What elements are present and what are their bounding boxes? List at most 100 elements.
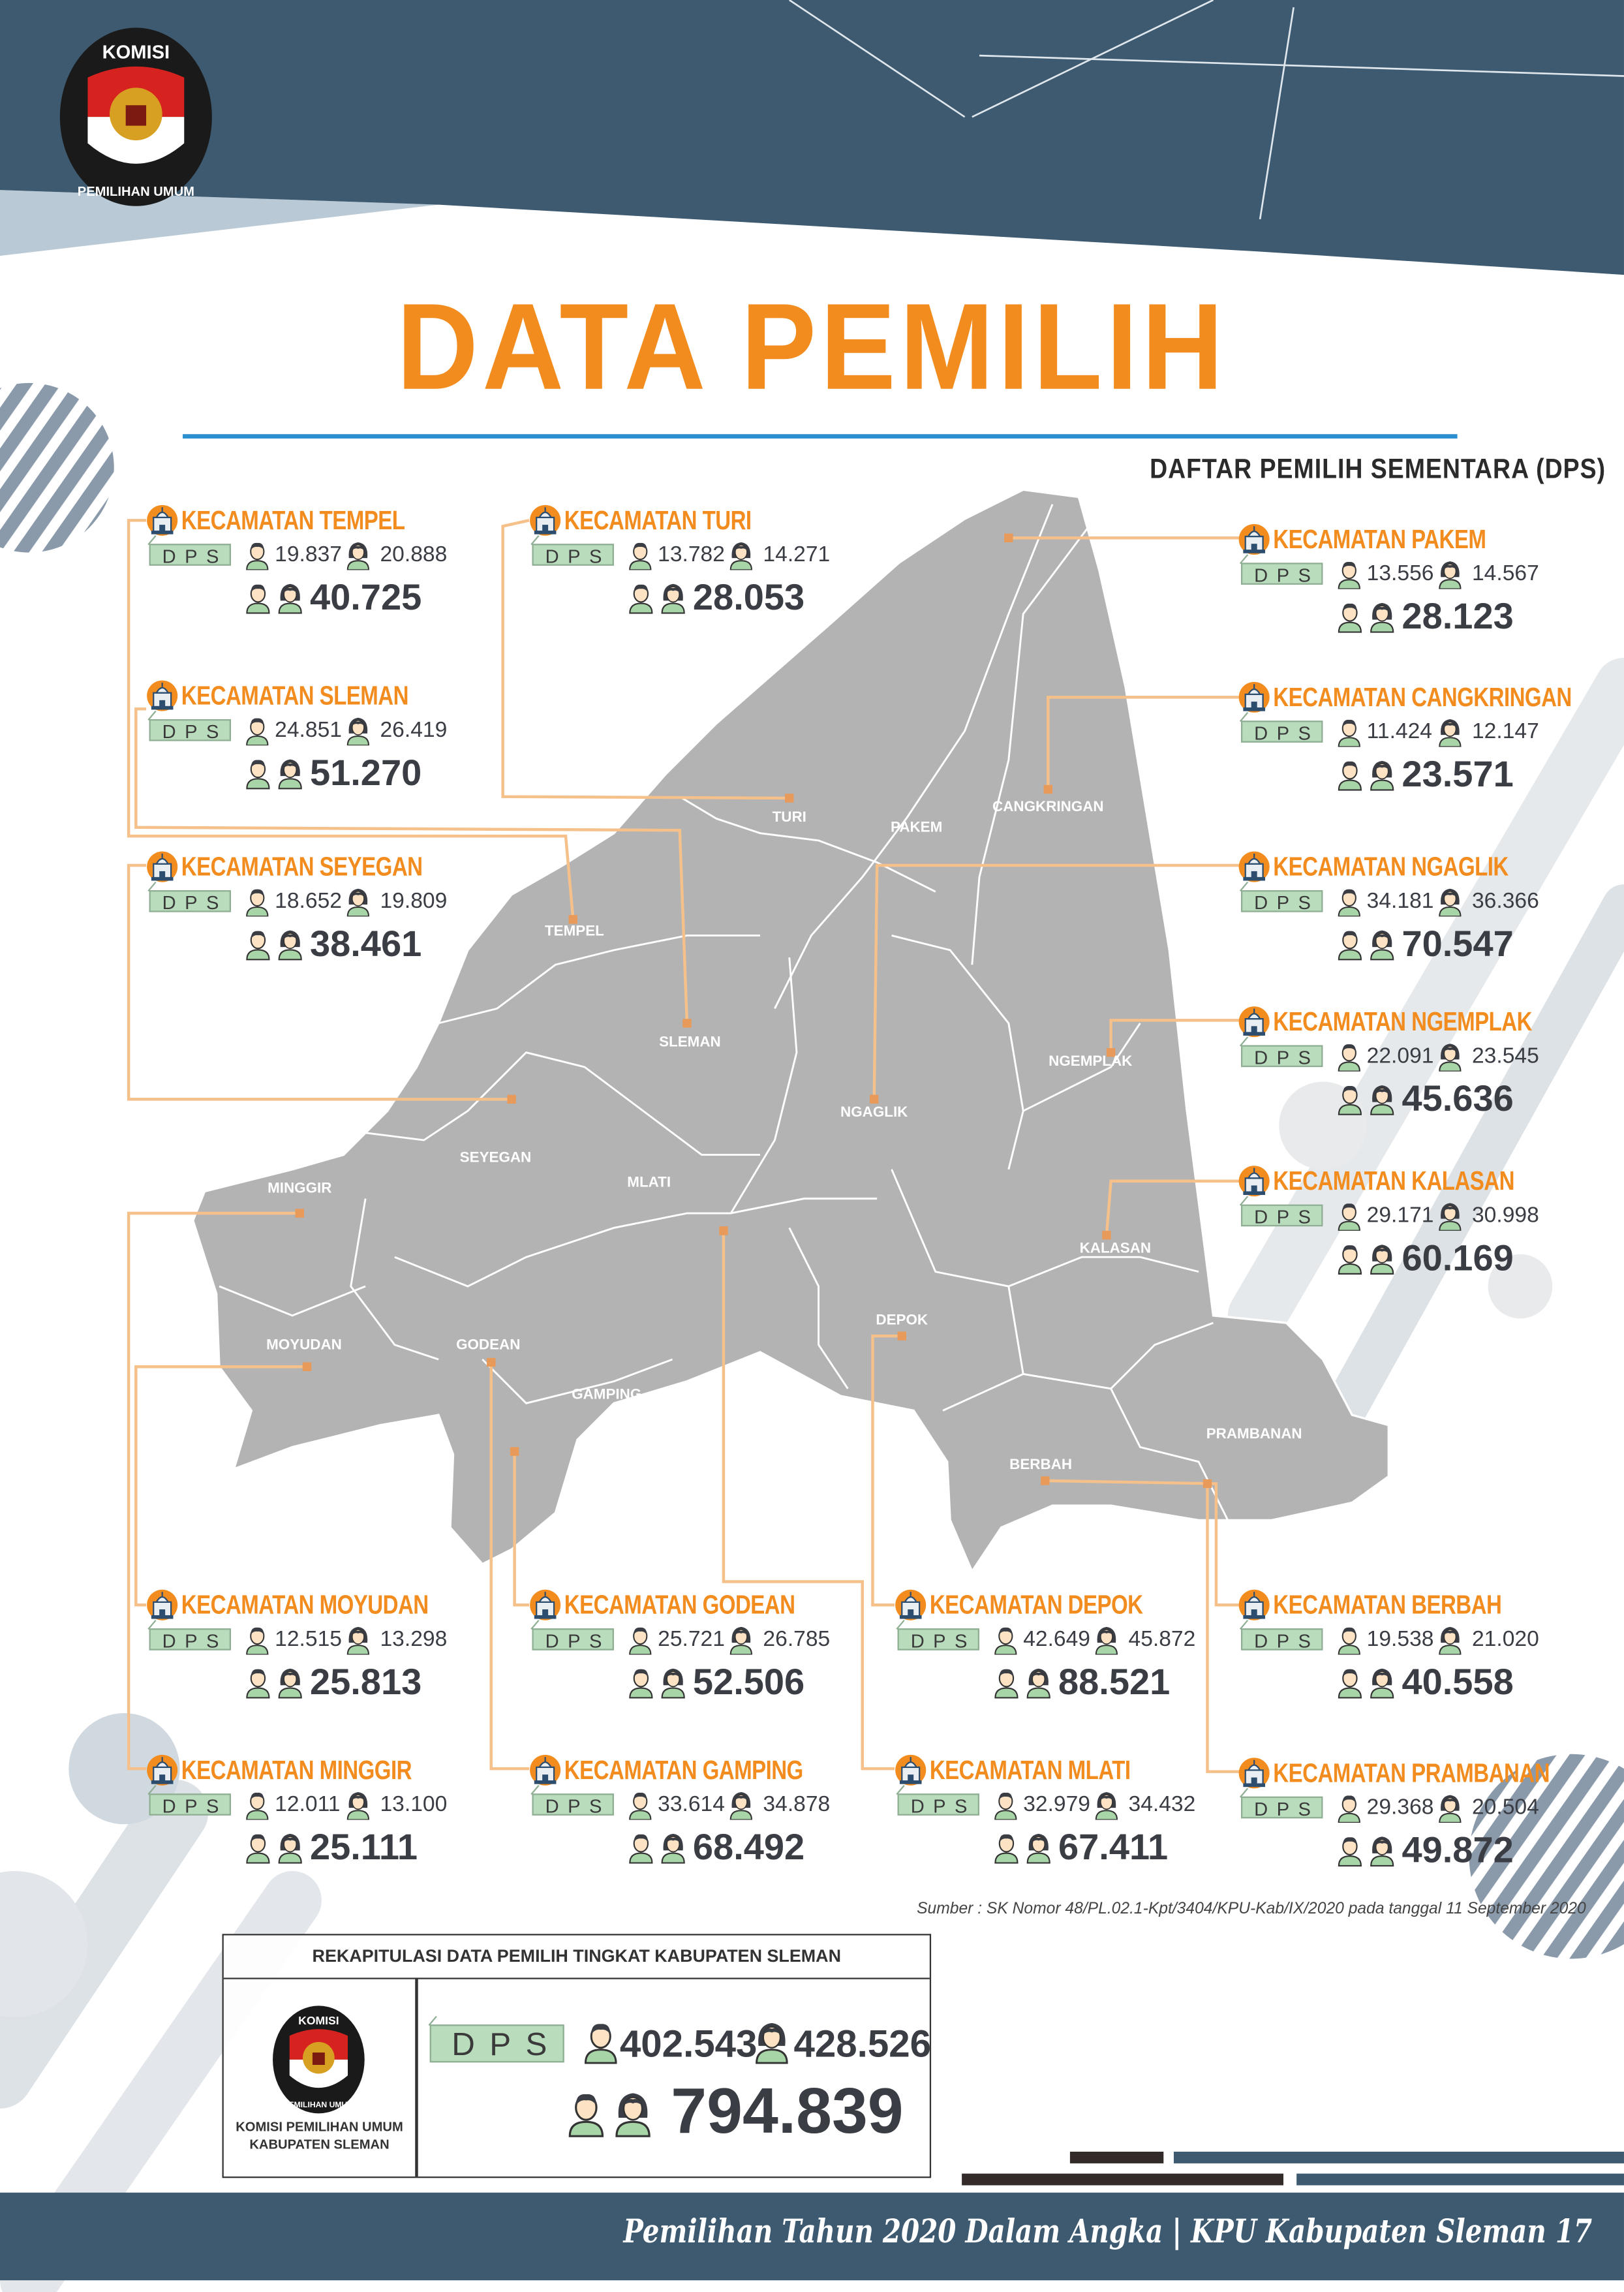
sleman-map [191, 488, 1390, 1574]
female-count: 23.545 [1471, 1044, 1539, 1069]
male-count: 33.614 [658, 1791, 725, 1818]
map-label-ngemplak: NGEMPLAK [1049, 1053, 1133, 1070]
map-label-pakem: PAKEM [891, 820, 943, 837]
male-icon [1336, 718, 1362, 748]
female-count: 26.785 [763, 1626, 831, 1652]
male-count: 12.515 [275, 1626, 342, 1652]
logo-text-bottom: PEMILIHAN UMUM [78, 185, 194, 199]
page-title: DATA PEMILIH [396, 277, 1228, 416]
district-card-berbah: KECAMATAN BERBAH DPS 19.538 21.020 40.55… [1238, 1589, 1589, 1709]
district-title: KECAMATAN PAKEM [1273, 525, 1486, 554]
map-label-depok: DEPOK [876, 1312, 928, 1329]
female-count: 20.504 [1471, 1795, 1539, 1820]
male-icon [1336, 1083, 1364, 1115]
female-icon [276, 1666, 304, 1699]
total-count: 88.521 [1058, 1662, 1171, 1703]
male-icon [244, 1791, 270, 1821]
district-title: KECAMATAN SEYEGAN [181, 852, 423, 882]
female-icon [1368, 758, 1396, 791]
male-icon [244, 888, 270, 918]
female-icon [728, 1791, 754, 1821]
district-card-tempel: KECAMATAN TEMPEL DPS 19.837 20.888 40.72… [146, 504, 497, 625]
dps-badge: DPS [149, 719, 231, 743]
district-card-pakem: KECAMATAN PAKEM DPS 13.556 14.567 28.123 [1238, 523, 1589, 643]
male-icon [1336, 1626, 1362, 1656]
map-label-gamping: GAMPING [572, 1387, 642, 1404]
female-icon [1368, 1666, 1396, 1699]
male-count: 19.837 [275, 542, 342, 568]
building-icon [146, 1754, 178, 1786]
male-count: 18.652 [275, 888, 342, 914]
female-icon [1368, 928, 1396, 961]
male-icon [1336, 758, 1364, 791]
female-count: 34.878 [763, 1791, 831, 1818]
female-icon [1094, 1791, 1120, 1821]
map-label-berbah: BERBAH [1009, 1457, 1073, 1474]
building-icon [1238, 851, 1270, 883]
district-card-prambanan: KECAMATAN PRAMBANAN DPS 29.368 20.504 49… [1238, 1757, 1589, 1877]
district-title: KECAMATAN CANGKRINGAN [1273, 682, 1572, 712]
female-icon [1437, 560, 1463, 590]
building-icon [1238, 1006, 1270, 1038]
recap-box: REKAPITULASI DATA PEMILIH TINGKAT KABUPA… [222, 1934, 932, 2178]
district-title: KECAMATAN PRAMBANAN [1273, 1758, 1550, 1788]
district-title: KECAMATAN KALASAN [1273, 1166, 1514, 1196]
male-icon [244, 757, 272, 790]
male-icon [1336, 1793, 1362, 1823]
building-icon [1238, 523, 1270, 555]
male-count: 13.782 [658, 542, 725, 568]
building-icon [146, 504, 178, 536]
total-count: 60.169 [1402, 1238, 1514, 1279]
male-icon [1336, 1042, 1362, 1072]
total-count: 70.547 [1402, 923, 1514, 965]
male-count: 32.979 [1023, 1791, 1091, 1818]
header-light-shape [0, 190, 439, 256]
dps-badge: DPS [532, 544, 614, 567]
district-title: KECAMATAN TEMPEL [181, 505, 405, 535]
connector-dots [295, 533, 1212, 1489]
district-title: KECAMATAN MOYUDAN [181, 1590, 429, 1620]
female-icon [345, 1791, 371, 1821]
female-icon [345, 1626, 371, 1656]
page-subtitle: DAFTAR PEMILIH SEMENTARA (DPS) [1150, 454, 1607, 486]
total-count: 25.111 [309, 1827, 418, 1868]
male-icon [1336, 888, 1362, 918]
male-icon [1336, 1835, 1364, 1867]
male-icon [244, 1831, 272, 1864]
male-count: 42.649 [1023, 1626, 1091, 1652]
district-title: KECAMATAN MINGGIR [181, 1755, 412, 1785]
dps-badge: DPS [897, 1628, 980, 1652]
male-count: 22.091 [1366, 1044, 1434, 1069]
map-label-minggir: MINGGIR [268, 1181, 332, 1198]
total-count: 28.123 [1402, 596, 1514, 638]
female-icon [1437, 1793, 1463, 1823]
recap-org-line1: KOMISI PEMILIHAN UMUM [236, 2119, 403, 2135]
kpu-logo: KOMISI PEMILIHAN UMUM [59, 26, 213, 208]
dps-badge: DPS [1241, 720, 1323, 744]
male-count: 12.011 [275, 1791, 341, 1818]
building-icon [146, 851, 178, 883]
district-card-ngemplak: KECAMATAN NGEMPLAK DPS 22.091 23.545 45.… [1238, 1006, 1589, 1126]
female-count: 20.888 [380, 542, 448, 568]
map-label-cangkringan: CANGKRINGAN [992, 799, 1104, 816]
decor-bars [962, 2151, 1624, 2186]
dps-badge: DPS [1241, 1045, 1323, 1068]
map-label-turi: TURI [772, 809, 806, 826]
recap-org: KOMISI PEMILIHAN UMUM KABUPATEN SLEMAN [224, 2118, 415, 2153]
female-icon [1368, 1243, 1396, 1275]
district-card-sleman: KECAMATAN SLEMAN DPS 24.851 26.419 51.27… [146, 680, 497, 800]
dps-badge: DPS [532, 1793, 614, 1817]
female-icon [728, 1626, 754, 1656]
building-icon [1238, 1757, 1270, 1789]
female-count: 19.809 [380, 888, 448, 914]
district-title: KECAMATAN DEPOK [929, 1590, 1143, 1620]
recap-divider [415, 1977, 418, 2177]
female-count: 36.366 [1471, 888, 1539, 914]
district-title: KECAMATAN NGEMPLAK [1273, 1007, 1532, 1037]
dps-badge: DPS [1241, 1628, 1323, 1652]
female-icon [345, 888, 371, 918]
male-icon [992, 1831, 1020, 1864]
header-lines [789, 0, 1624, 220]
male-icon [627, 1791, 653, 1821]
